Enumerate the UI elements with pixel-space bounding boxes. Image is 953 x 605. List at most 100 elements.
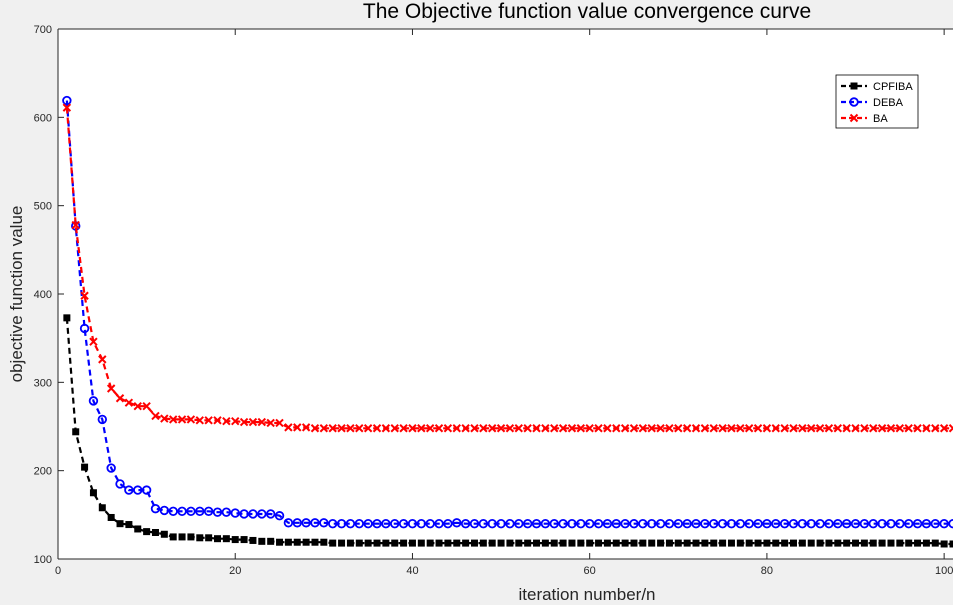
data-point [266,418,275,428]
data-point [106,384,116,393]
data-point [683,539,691,547]
data-point [319,424,329,433]
data-point [399,424,408,433]
data-point [550,539,558,547]
data-point [205,534,213,542]
data-point [275,418,284,428]
data-point [452,424,461,433]
data-point [691,424,701,433]
data-point [276,538,284,546]
data-point [532,424,541,433]
data-point [586,539,594,547]
data-point [611,518,621,529]
data-point [903,518,914,529]
data-point [381,518,391,529]
data-point [620,424,630,433]
data-point [860,424,869,433]
data-point [400,539,408,547]
data-point [603,539,611,547]
data-point [887,539,895,547]
legend-label-deba: DEBA [873,97,904,109]
data-point [125,521,133,529]
data-point [460,518,471,529]
data-point [869,539,877,547]
legend-marker-cpfiba [850,82,858,90]
data-point [629,424,639,433]
data-point [869,424,878,433]
data-point [691,518,701,529]
data-point [709,424,718,433]
data-point [895,518,905,529]
data-point [195,506,205,516]
data-point [249,536,257,544]
data-point [496,424,506,433]
data-point [717,518,728,529]
data-point [905,539,913,547]
data-point [913,424,922,433]
data-point [727,539,735,547]
data-point [719,539,727,547]
data-point [514,424,523,433]
data-point [948,518,953,529]
data-point [602,518,613,529]
data-point [744,424,754,433]
data-point [338,539,346,547]
data-point [462,539,470,547]
series-cpfiba [63,314,953,548]
data-point [267,537,275,545]
axes-layer: 0 20 40 60 80 100 100 200 300 400 500 600 700 [34,24,953,577]
data-point [373,539,381,547]
data-point [682,518,692,529]
x-tick-label: 0 [55,565,61,577]
data-point [824,518,834,529]
data-point [824,424,834,433]
data-point [336,518,347,529]
data-point [753,518,763,529]
data-point [364,539,372,547]
data-point [293,423,302,432]
data-point [222,535,230,543]
data-point [186,415,196,424]
data-point [895,424,905,433]
data-point [807,424,816,433]
data-point [88,396,99,406]
data-point [629,518,639,529]
data-point [196,534,204,542]
data-point [779,518,790,529]
data-point [443,424,453,433]
legend-marker-ba [849,113,859,123]
data-point [363,424,373,433]
data-point [407,518,418,529]
data-point [505,518,515,529]
data-point [576,424,586,433]
data-point [789,424,798,433]
series-line-ba [65,107,953,430]
data-point [302,538,310,546]
data-point [567,518,577,529]
data-point [735,518,746,529]
data-point [487,518,497,529]
data-point [922,424,931,433]
y-tick-label: 700 [34,24,52,36]
data-point [408,424,417,433]
data-point [301,518,311,528]
data-point [673,518,683,529]
data-point [930,518,940,529]
data-point [115,394,125,403]
data-point [620,518,630,529]
data-point [239,509,249,519]
data-point [80,291,89,300]
data-point [134,525,142,533]
data-point [159,505,170,516]
data-point [710,539,718,547]
data-point [231,536,239,544]
data-point [408,539,416,547]
data-point [425,518,435,529]
data-point [89,337,98,346]
data-point [363,518,373,529]
data-point [470,424,479,433]
data-point [62,95,72,106]
data-point [718,424,727,433]
x-tick-label: 60 [584,565,596,577]
data-point [62,103,72,112]
